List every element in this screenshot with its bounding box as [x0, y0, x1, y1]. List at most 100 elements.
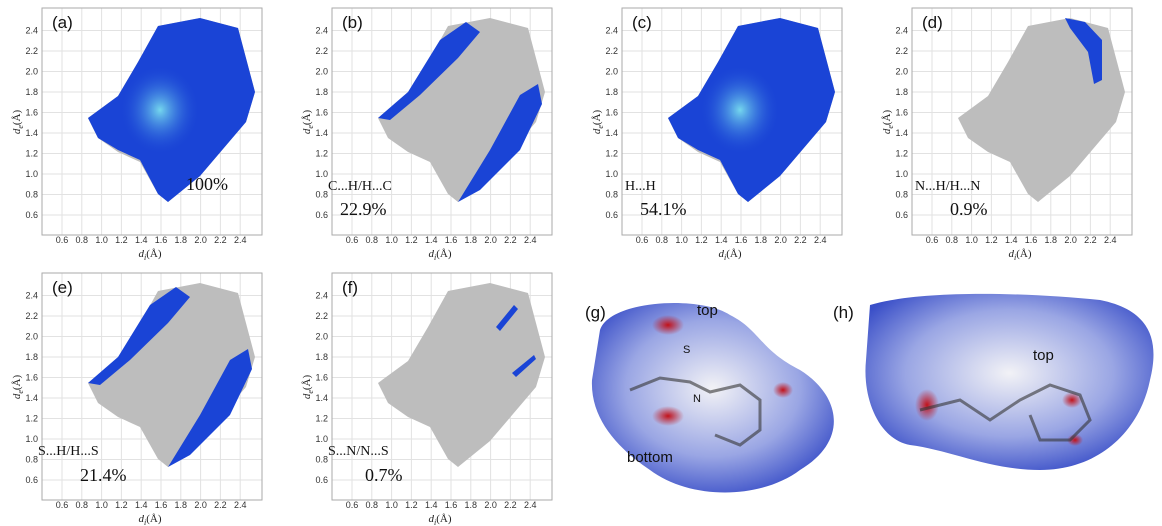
fingerprint-plot: 0.60.81.01.21.41.61.82.02.22.40.60.81.01…	[301, 8, 552, 262]
fingerprint-density	[120, 65, 200, 155]
surface-g: (g)	[585, 303, 834, 493]
axis-label: de(Å)	[11, 375, 25, 400]
x-tick-label: 0.8	[366, 235, 379, 245]
x-tick-label: 2.2	[214, 500, 227, 510]
x-tick-label: 0.6	[346, 500, 359, 510]
y-tick-label: 0.8	[315, 190, 328, 200]
axis-unit: (Å)	[11, 375, 23, 391]
y-tick-label: 2.2	[25, 311, 38, 321]
surface-annotation: S	[683, 344, 690, 356]
red-spot	[652, 315, 684, 335]
y-tick-label: 0.8	[25, 455, 38, 465]
y-tick-label: 2.2	[315, 46, 328, 56]
x-tick-label: 2.2	[214, 235, 227, 245]
x-tick-label: 1.2	[405, 500, 418, 510]
axis-label: de(Å)	[11, 110, 25, 135]
axis-label: di(Å)	[1008, 248, 1031, 262]
x-tick-label: 0.8	[656, 235, 669, 245]
panel-label: (f)	[342, 278, 358, 297]
y-tick-label: 1.8	[315, 87, 328, 97]
x-tick-label: 2.4	[814, 235, 827, 245]
y-tick-label: 1.6	[895, 108, 908, 118]
y-tick-label: 1.0	[25, 434, 38, 444]
y-tick-label: 1.2	[895, 149, 908, 159]
x-tick-label: 2.4	[524, 235, 537, 245]
y-tick-label: 0.8	[25, 190, 38, 200]
axis-unit: (Å)	[726, 248, 742, 260]
panel-label: (d)	[922, 13, 943, 32]
x-tick-label: 2.2	[794, 235, 807, 245]
y-tick-label: 1.6	[315, 108, 328, 118]
x-tick-label: 1.0	[95, 500, 108, 510]
y-tick-label: 2.0	[25, 332, 38, 342]
y-tick-label: 0.6	[605, 210, 618, 220]
y-tick-label: 2.4	[315, 291, 328, 301]
contact-label: H...H	[625, 179, 656, 194]
y-tick-label: 1.4	[25, 128, 38, 138]
y-tick-label: 2.4	[895, 26, 908, 36]
x-tick-label: 1.8	[755, 235, 768, 245]
y-tick-label: 1.4	[605, 128, 618, 138]
axis-unit: (Å)	[146, 513, 162, 525]
y-tick-label: 0.6	[315, 475, 328, 485]
x-tick-label: 1.4	[135, 235, 148, 245]
x-tick-label: 1.0	[675, 235, 688, 245]
x-tick-label: 1.8	[465, 235, 478, 245]
surface-annotation: top	[697, 302, 718, 319]
y-tick-label: 2.4	[605, 26, 618, 36]
contact-label: S...N/N...S	[328, 444, 389, 459]
red-spot	[652, 406, 684, 426]
y-tick-label: 2.4	[315, 26, 328, 36]
y-tick-label: 1.4	[315, 393, 328, 403]
x-tick-label: 0.6	[636, 235, 649, 245]
axis-label: di(Å)	[428, 513, 451, 526]
y-tick-label: 2.4	[25, 26, 38, 36]
axis-label: de(Å)	[301, 110, 315, 135]
y-tick-label: 1.2	[25, 149, 38, 159]
y-tick-label: 0.6	[25, 210, 38, 220]
percentage: 0.9%	[950, 199, 988, 219]
x-tick-label: 2.2	[1084, 235, 1097, 245]
y-tick-label: 1.0	[605, 169, 618, 179]
x-tick-label: 1.4	[425, 235, 438, 245]
y-tick-label: 2.0	[25, 67, 38, 77]
panel-label: (a)	[52, 13, 73, 32]
axis-unit: (Å)	[11, 110, 23, 126]
x-tick-label: 1.4	[425, 500, 438, 510]
x-tick-label: 0.6	[926, 235, 939, 245]
y-tick-label: 2.0	[315, 332, 328, 342]
axis-label: di(Å)	[428, 248, 451, 262]
y-tick-label: 1.4	[315, 128, 328, 138]
fingerprint-plot: 0.60.81.01.21.41.61.82.02.22.40.60.81.01…	[11, 8, 262, 262]
x-tick-label: 0.6	[56, 500, 69, 510]
x-tick-label: 2.0	[194, 235, 207, 245]
axis-unit: (Å)	[591, 110, 603, 126]
percentage: 100%	[186, 174, 228, 194]
hirshfeld-surface	[865, 294, 1153, 470]
x-tick-label: 0.8	[76, 500, 89, 510]
y-tick-label: 1.2	[315, 414, 328, 424]
fingerprint-density	[700, 65, 780, 155]
x-tick-label: 1.4	[715, 235, 728, 245]
y-tick-label: 1.8	[895, 87, 908, 97]
x-tick-label: 1.0	[965, 235, 978, 245]
y-tick-label: 1.6	[315, 373, 328, 383]
y-tick-label: 1.2	[25, 414, 38, 424]
y-tick-label: 1.8	[605, 87, 618, 97]
x-tick-label: 1.4	[135, 500, 148, 510]
figure: 0.6 0.8 1.0 1.2 1.4 1.6 1.8 2.0 2.2 2.4 0.6 0.8 1.0 1…	[0, 0, 1162, 526]
x-tick-label: 1.4	[1005, 235, 1018, 245]
panel-label: (e)	[52, 278, 73, 297]
percentage: 54.1%	[640, 199, 687, 219]
panel-label: (b)	[342, 13, 363, 32]
percentage: 21.4%	[80, 465, 127, 485]
x-tick-label: 1.0	[385, 500, 398, 510]
y-tick-label: 0.6	[25, 475, 38, 485]
x-tick-label: 2.4	[524, 500, 537, 510]
y-tick-label: 1.0	[25, 169, 38, 179]
x-tick-label: 1.6	[155, 235, 168, 245]
y-tick-label: 0.6	[315, 210, 328, 220]
axis-label: de(Å)	[591, 110, 605, 135]
